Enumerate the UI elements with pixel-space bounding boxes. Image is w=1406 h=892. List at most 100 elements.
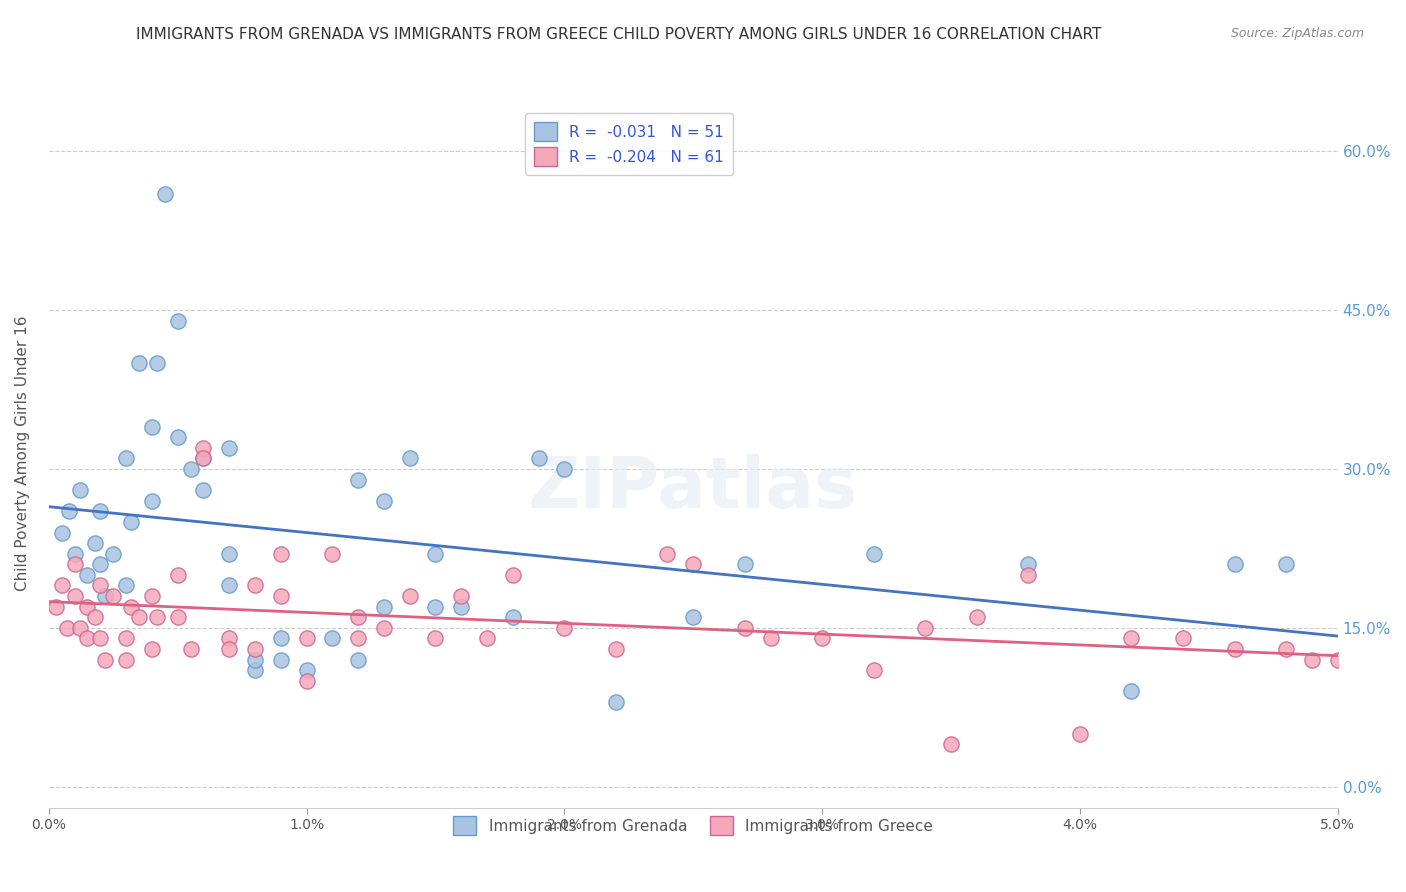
Point xyxy=(373,599,395,614)
Point xyxy=(450,589,472,603)
Point xyxy=(89,504,111,518)
Point xyxy=(966,610,988,624)
Point xyxy=(475,632,498,646)
Point xyxy=(553,462,575,476)
Point xyxy=(128,610,150,624)
Point xyxy=(605,695,627,709)
Point xyxy=(76,599,98,614)
Point xyxy=(51,578,73,592)
Point xyxy=(180,462,202,476)
Point xyxy=(270,547,292,561)
Point xyxy=(89,558,111,572)
Point xyxy=(58,504,80,518)
Point xyxy=(63,589,86,603)
Point xyxy=(89,578,111,592)
Point xyxy=(527,451,550,466)
Point xyxy=(347,610,370,624)
Point xyxy=(193,451,215,466)
Point xyxy=(218,632,240,646)
Point xyxy=(166,567,188,582)
Point xyxy=(1223,558,1246,572)
Point xyxy=(69,621,91,635)
Point xyxy=(76,567,98,582)
Point xyxy=(425,599,447,614)
Point xyxy=(218,547,240,561)
Point xyxy=(45,599,67,614)
Point xyxy=(84,536,107,550)
Point xyxy=(193,483,215,498)
Point xyxy=(295,632,318,646)
Point xyxy=(373,621,395,635)
Point xyxy=(128,356,150,370)
Point xyxy=(1223,642,1246,657)
Point xyxy=(295,673,318,688)
Point xyxy=(295,663,318,677)
Point xyxy=(682,558,704,572)
Point xyxy=(218,642,240,657)
Point xyxy=(1121,632,1143,646)
Point xyxy=(347,652,370,666)
Point xyxy=(270,652,292,666)
Point xyxy=(141,642,163,657)
Point xyxy=(734,558,756,572)
Point xyxy=(166,430,188,444)
Point xyxy=(398,451,420,466)
Point xyxy=(450,599,472,614)
Point xyxy=(1275,642,1298,657)
Point xyxy=(939,737,962,751)
Point xyxy=(146,356,169,370)
Point xyxy=(321,547,343,561)
Point xyxy=(63,547,86,561)
Point xyxy=(811,632,834,646)
Legend: Immigrants from Grenada, Immigrants from Greece: Immigrants from Grenada, Immigrants from… xyxy=(446,809,941,843)
Point xyxy=(120,515,142,529)
Point xyxy=(398,589,420,603)
Point xyxy=(115,451,138,466)
Point xyxy=(243,642,266,657)
Point xyxy=(153,186,176,201)
Point xyxy=(89,632,111,646)
Point xyxy=(1069,726,1091,740)
Text: Source: ZipAtlas.com: Source: ZipAtlas.com xyxy=(1230,27,1364,40)
Point xyxy=(502,610,524,624)
Point xyxy=(243,578,266,592)
Point xyxy=(270,589,292,603)
Point xyxy=(94,589,117,603)
Point xyxy=(425,547,447,561)
Point xyxy=(193,451,215,466)
Point xyxy=(1171,632,1194,646)
Point xyxy=(218,441,240,455)
Point xyxy=(553,621,575,635)
Point xyxy=(84,610,107,624)
Point xyxy=(115,652,138,666)
Point xyxy=(243,652,266,666)
Point xyxy=(914,621,936,635)
Point xyxy=(862,547,884,561)
Point xyxy=(51,525,73,540)
Point xyxy=(218,578,240,592)
Point xyxy=(373,493,395,508)
Point xyxy=(657,547,679,561)
Point xyxy=(321,632,343,646)
Point xyxy=(1017,567,1039,582)
Point xyxy=(1275,558,1298,572)
Point xyxy=(347,473,370,487)
Point xyxy=(115,578,138,592)
Point xyxy=(103,589,125,603)
Point xyxy=(141,493,163,508)
Point xyxy=(180,642,202,657)
Point xyxy=(243,663,266,677)
Point xyxy=(94,652,117,666)
Point xyxy=(76,632,98,646)
Point xyxy=(146,610,169,624)
Point xyxy=(69,483,91,498)
Y-axis label: Child Poverty Among Girls Under 16: Child Poverty Among Girls Under 16 xyxy=(15,316,30,591)
Point xyxy=(166,610,188,624)
Point xyxy=(193,441,215,455)
Point xyxy=(1121,684,1143,698)
Point xyxy=(103,547,125,561)
Point xyxy=(734,621,756,635)
Text: IMMIGRANTS FROM GRENADA VS IMMIGRANTS FROM GREECE CHILD POVERTY AMONG GIRLS UNDE: IMMIGRANTS FROM GRENADA VS IMMIGRANTS FR… xyxy=(136,27,1101,42)
Point xyxy=(682,610,704,624)
Point xyxy=(502,567,524,582)
